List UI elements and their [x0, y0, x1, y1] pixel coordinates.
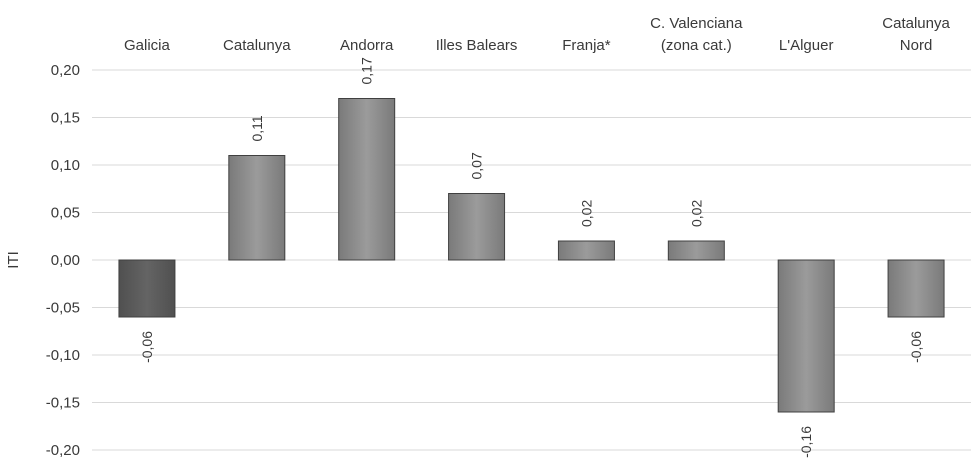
data-label: -0,06: [139, 331, 155, 363]
data-label: -0,16: [798, 426, 814, 458]
y-tick-label: -0,10: [46, 347, 80, 364]
y-tick-label: -0,20: [46, 442, 80, 459]
data-labels: -0,06 0,11 0,17 0,07 0,02 0,02 -0,16 -0,06: [139, 57, 924, 458]
category-label: Catalunya: [882, 15, 950, 32]
y-tick-label: -0,15: [46, 395, 80, 412]
category-label: (zona cat.): [661, 37, 732, 54]
category-label: Galicia: [124, 37, 171, 54]
data-label: 0,17: [359, 57, 375, 84]
y-axis-title: ITI: [5, 251, 22, 269]
y-tick-label: 0,15: [51, 110, 80, 127]
category-labels: Galicia Catalunya Andorra Illes Balears Fran…: [124, 15, 950, 54]
category-label: Catalunya: [223, 37, 291, 54]
y-tick-label: 0,10: [51, 157, 80, 174]
bars: [118, 98, 945, 413]
y-tick-label: -0,05: [46, 300, 80, 317]
y-axis-ticks: 0,20 0,15 0,10 0,05 0,00 -0,05 -0,10 -0,15 -0,20: [46, 62, 80, 459]
data-label: 0,11: [249, 115, 265, 141]
data-label: 0,02: [578, 200, 594, 227]
bar: [448, 193, 506, 261]
bar: [338, 98, 396, 261]
bar: [777, 259, 835, 413]
bar: [557, 240, 615, 261]
bar: [228, 155, 286, 261]
bar: [667, 240, 725, 261]
category-label: C. Valenciana: [650, 15, 743, 32]
category-label: Nord: [900, 37, 933, 54]
gridlines: [92, 69, 971, 451]
bar: [887, 259, 945, 318]
category-label: Andorra: [340, 37, 394, 54]
data-label: 0,07: [469, 152, 485, 179]
y-tick-label: 0,20: [51, 62, 80, 79]
data-label: -0,06: [908, 331, 924, 363]
y-tick-label: 0,05: [51, 205, 80, 222]
category-label: Franja*: [562, 37, 611, 54]
category-label: Illes Balears: [436, 37, 518, 54]
y-tick-label: 0,00: [51, 252, 80, 269]
bar: [118, 259, 176, 318]
category-label: L'Alguer: [779, 37, 834, 54]
data-label: 0,02: [688, 200, 704, 227]
